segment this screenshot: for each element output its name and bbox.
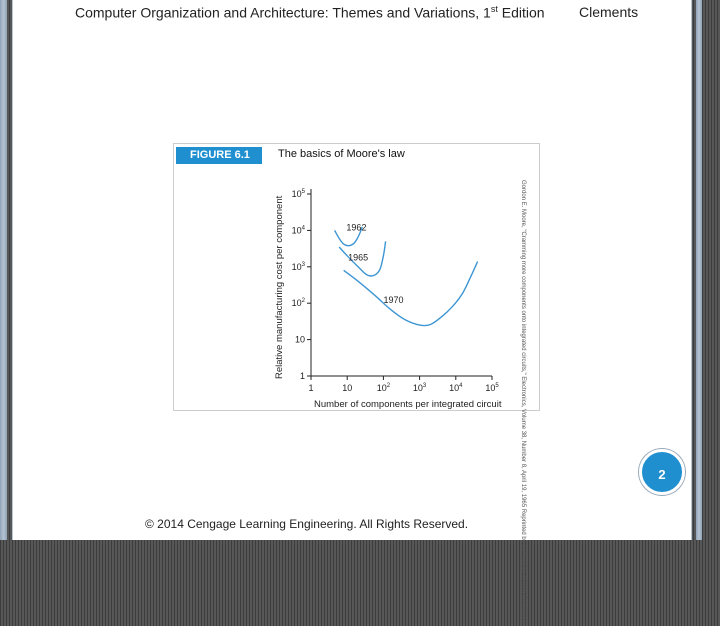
x-tick-label-3: 103 xyxy=(413,383,427,393)
y-tick-label-4: 104 xyxy=(292,225,306,235)
x-tick-label-4: 104 xyxy=(449,383,463,393)
figure-badge: FIGURE 6.1 xyxy=(176,147,262,164)
y-tick-label-5: 105 xyxy=(292,189,306,199)
x-tick-label-1: 10 xyxy=(342,383,352,393)
author-name: Clements xyxy=(579,4,639,20)
moores-law-chart: 1 10 102 103 104 105 1 10 102 103 104 105 1962 1965 1… xyxy=(274,189,502,410)
y-tick-label-1: 10 xyxy=(295,335,305,345)
course-title: Computer Organization and Architecture: … xyxy=(75,4,545,21)
series-line-1965 xyxy=(338,241,387,277)
figure-image: FIGURE 6.1 The basics of Moore's law 1 10… xyxy=(173,143,540,626)
copyright-footer: © 2014 Cengage Learning Engineering. All… xyxy=(145,517,469,531)
x-axis-title: Number of components per integrated circ… xyxy=(314,399,502,410)
series-label-1962: 1962 xyxy=(346,222,366,232)
series-line-1970 xyxy=(343,261,479,327)
x-tick-label-5: 105 xyxy=(485,383,499,393)
right-border-rail xyxy=(696,0,702,540)
figure-title: The basics of Moore's law xyxy=(278,148,405,160)
x-tick-label-2: 102 xyxy=(377,383,391,393)
y-axis-title: Relative manufacturing cost per componen… xyxy=(274,195,285,379)
series-label-1970: 1970 xyxy=(383,295,403,305)
y-tick-label-2: 102 xyxy=(292,298,306,308)
chart-axes xyxy=(310,189,492,377)
series-line-1962 xyxy=(333,226,363,247)
figure-credit: Gordon E. Moore, "Cramming more componen… xyxy=(520,180,526,626)
y-tick-label-3: 103 xyxy=(292,262,306,272)
series-label-1965: 1965 xyxy=(348,252,368,262)
left-border-rail xyxy=(0,0,7,540)
y-tick-label-0: 1 xyxy=(300,371,305,381)
x-tick-label-0: 1 xyxy=(308,383,313,393)
slide-number-badge: 2 xyxy=(639,449,685,495)
